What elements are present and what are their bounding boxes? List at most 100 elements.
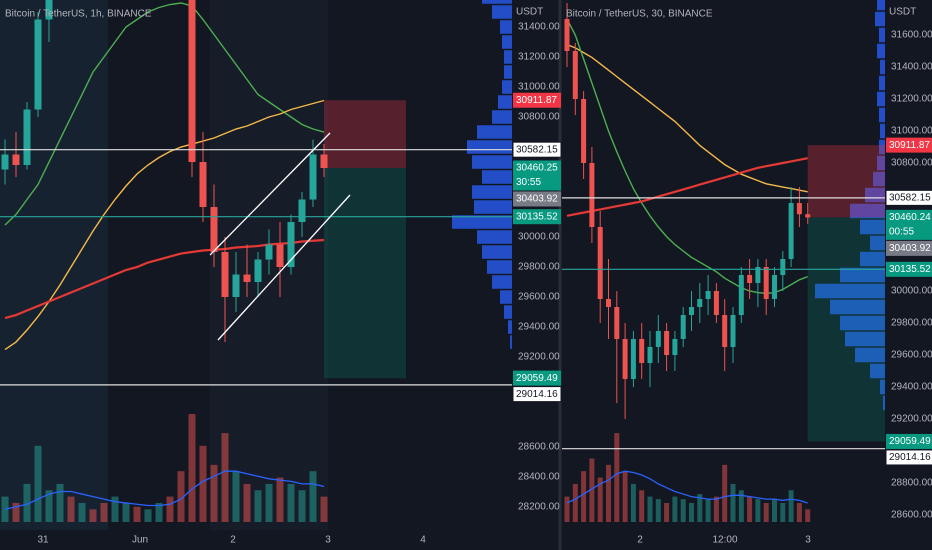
candle-body [309,154,317,200]
profile-bar [500,290,512,304]
candle-body [664,330,670,355]
price-label-box [886,137,932,153]
volume-bar [697,494,703,522]
axis-unit: USDT [516,7,543,18]
y-tick-label: 29200.00 [518,352,560,363]
profile-bar [492,110,512,124]
y-tick-label: 28600.00 [518,442,560,453]
volume-bar [254,490,262,522]
volume-ma [4,470,325,510]
channel-line [209,132,331,256]
volume-bar [655,499,661,522]
volume-bar [730,483,736,522]
volume-bar [796,502,802,522]
price-label-box [886,240,932,256]
candle-body [581,99,587,164]
candle-body [730,314,736,347]
volume-bar [265,483,273,522]
channel-line [217,194,351,341]
volume-ma [566,470,808,504]
candle-body [697,298,703,307]
profile-bar [482,245,512,259]
price-label: 30403.92 [516,194,558,205]
y-tick-label: 29200.00 [891,414,932,425]
y-tick-label: 31400.00 [518,22,560,33]
price-label: 30911.87 [516,95,557,106]
profile-bar [504,50,512,64]
candle-body [622,338,628,379]
volume-bar [680,499,686,522]
profile-bar [870,363,885,379]
volume-bar [133,506,141,522]
price-label: 29059.49 [516,373,558,384]
candle-body [713,290,719,315]
volume-bar [630,483,636,522]
volume-bar [647,496,653,522]
y-tick-label: 28600.00 [891,510,932,521]
price-label: 30460.25 [516,163,558,174]
profile-bar [870,235,885,251]
stop-zone [324,100,406,168]
y-tick-label: 31000.00 [518,82,560,93]
candle-body [23,109,31,166]
price-label-box [886,433,932,449]
y-tick-label: 28800.00 [891,478,932,489]
candle-body [597,227,603,299]
profile-bar [877,43,885,59]
y-tick-label: 30800.00 [891,158,932,169]
profile-bar [879,75,885,91]
volume-bar [177,471,185,522]
profile-bar [492,275,512,289]
volume-bar [564,496,570,522]
candle-body [639,338,645,363]
profile-bar [865,187,885,203]
volume-bar [589,458,595,522]
candle-body [298,199,306,223]
profile-bar [877,91,885,107]
price-label-box [886,261,932,277]
volume-bar [122,502,130,522]
target-zone [807,217,885,442]
profile-bar [498,95,512,109]
volume-bar [780,502,786,522]
profile-bar [875,11,885,27]
profile-bar [879,27,885,43]
price-label-box [885,449,932,466]
moving-average [566,43,808,193]
x-tick-label: 4 [420,535,426,546]
target-zone [324,167,406,379]
candle-body [276,244,284,268]
profile-bar [840,267,885,283]
price-label: 29014.16 [516,389,558,400]
y-tick-label: 29400.00 [518,322,560,333]
y-tick-label: 31200.00 [891,94,932,105]
y-tick-label: 29400.00 [891,382,932,393]
y-tick-label: 29600.00 [518,292,560,303]
profile-bar [877,155,885,171]
stop-zone [807,145,885,218]
volume-bar [243,483,251,522]
candle-body [689,306,694,315]
price-label: 30135.52 [516,211,558,222]
candle-body [265,244,273,260]
volume-bar [755,499,761,522]
countdown: 30:55 [516,177,541,188]
profile-bar [845,331,885,347]
y-tick-label: 28400.00 [518,472,560,483]
candle-body [614,306,620,339]
candle-body [680,314,686,339]
profile-bar [879,107,885,123]
axis-unit: USDT [889,7,916,18]
profile-bar [873,171,885,187]
x-tick-label: 3 [805,535,811,546]
volume-bar [597,477,603,522]
moving-average [4,99,325,351]
volume-bar [56,483,64,522]
profile-bar [477,230,512,244]
candle-body [772,274,777,299]
volume-bar [705,499,711,522]
candle-body [243,274,251,283]
profile-bar [472,155,512,169]
volume-bar [287,483,295,522]
